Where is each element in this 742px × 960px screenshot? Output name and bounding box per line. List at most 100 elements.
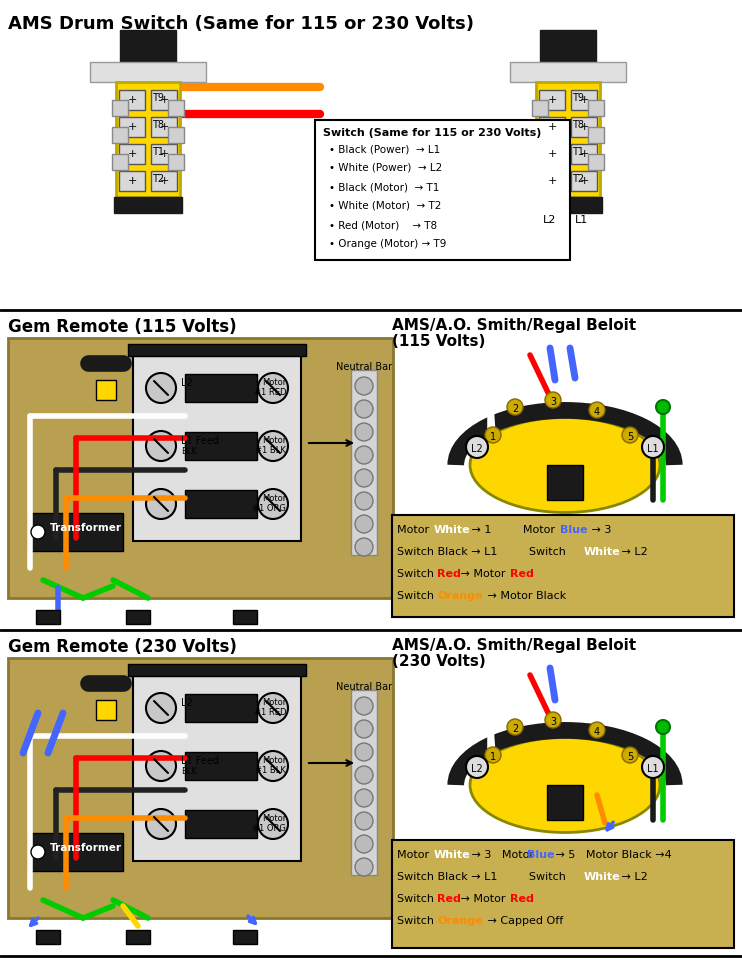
Text: • Red (Motor)    → T8: • Red (Motor) → T8 — [329, 220, 437, 230]
Text: +: + — [580, 176, 588, 186]
Bar — [588, 127, 604, 143]
Circle shape — [258, 373, 288, 403]
Circle shape — [355, 743, 373, 761]
Text: Transformer: Transformer — [50, 843, 122, 853]
Bar — [351, 690, 377, 875]
Bar — [539, 117, 565, 137]
Bar — [185, 694, 257, 722]
Text: Motor: Motor — [397, 850, 433, 860]
Bar — [392, 515, 734, 617]
Bar — [168, 100, 184, 116]
Bar — [119, 171, 145, 191]
Text: Motor: Motor — [262, 756, 286, 765]
Text: White: White — [434, 850, 470, 860]
Circle shape — [589, 402, 605, 418]
Text: +: + — [160, 95, 168, 105]
Circle shape — [355, 835, 373, 853]
Text: 3: 3 — [550, 717, 556, 727]
Bar — [119, 90, 145, 110]
Bar — [392, 840, 734, 948]
Bar — [128, 344, 306, 356]
Text: T8: T8 — [152, 120, 164, 130]
Bar — [185, 752, 257, 780]
Text: Motor: Motor — [262, 494, 286, 503]
Text: L1: L1 — [647, 764, 659, 774]
Text: White: White — [584, 547, 620, 557]
Bar — [36, 930, 60, 944]
Circle shape — [355, 789, 373, 807]
Text: White: White — [434, 525, 470, 535]
Bar — [185, 490, 257, 518]
Text: Motor: Motor — [262, 436, 286, 445]
Text: • Orange (Motor) → T9: • Orange (Motor) → T9 — [329, 239, 447, 249]
Bar — [36, 610, 60, 624]
Text: +: + — [160, 176, 168, 186]
Circle shape — [589, 722, 605, 738]
Text: L1 Feed: L1 Feed — [181, 756, 219, 766]
Text: → 3   Motor: → 3 Motor — [468, 850, 537, 860]
Bar — [532, 154, 548, 170]
Bar — [28, 833, 123, 871]
Text: Orange: Orange — [437, 916, 482, 926]
Text: +: + — [548, 95, 556, 105]
Text: L2: L2 — [543, 215, 556, 225]
Text: L2: L2 — [181, 378, 193, 388]
Text: Red: Red — [437, 894, 461, 904]
Text: +: + — [580, 95, 588, 105]
Bar — [128, 664, 306, 676]
Circle shape — [656, 400, 670, 414]
Circle shape — [466, 756, 488, 778]
Text: AMS/A.O. Smith/Regal Beloit: AMS/A.O. Smith/Regal Beloit — [392, 638, 636, 653]
Text: L1 Feed: L1 Feed — [181, 436, 219, 446]
Bar — [96, 380, 116, 400]
Circle shape — [258, 751, 288, 781]
Text: AMS Drum Switch (Same for 115 or 230 Volts): AMS Drum Switch (Same for 115 or 230 Vol… — [8, 15, 474, 33]
Bar — [126, 930, 150, 944]
Bar — [571, 90, 597, 110]
Text: T2: T2 — [152, 174, 164, 184]
Bar — [168, 127, 184, 143]
Text: #1 BLK: #1 BLK — [255, 446, 286, 455]
Circle shape — [485, 427, 501, 443]
Text: White: White — [584, 872, 620, 882]
Bar — [315, 120, 570, 260]
Circle shape — [146, 431, 176, 461]
Circle shape — [642, 756, 664, 778]
Text: Switch: Switch — [397, 894, 438, 904]
Text: +: + — [128, 176, 137, 186]
Circle shape — [355, 400, 373, 418]
Text: Motor: Motor — [397, 525, 433, 535]
Text: • Black (Power)  → L1: • Black (Power) → L1 — [329, 144, 440, 154]
Circle shape — [355, 446, 373, 464]
Circle shape — [545, 712, 561, 728]
Text: Neutral Bar: Neutral Bar — [336, 682, 392, 692]
Text: Blue: Blue — [560, 525, 588, 535]
Text: 2: 2 — [512, 404, 518, 414]
Ellipse shape — [470, 418, 660, 513]
Bar — [151, 90, 177, 110]
Text: 5: 5 — [627, 432, 633, 442]
Bar — [114, 197, 182, 213]
Text: T9: T9 — [572, 93, 584, 103]
Bar — [151, 171, 177, 191]
Text: +: + — [128, 122, 137, 132]
Text: Switch: Switch — [397, 569, 438, 579]
Bar — [120, 30, 176, 62]
Text: → 3: → 3 — [588, 525, 611, 535]
Text: Switch: Switch — [397, 591, 438, 601]
Bar — [119, 117, 145, 137]
Circle shape — [146, 693, 176, 723]
Circle shape — [31, 845, 45, 859]
Text: → 5   Motor Black →4: → 5 Motor Black →4 — [552, 850, 672, 860]
Text: +: + — [580, 122, 588, 132]
Circle shape — [258, 489, 288, 519]
Text: Motor: Motor — [262, 698, 286, 707]
Circle shape — [355, 377, 373, 395]
Circle shape — [355, 720, 373, 738]
Text: (230 Volts): (230 Volts) — [392, 654, 486, 669]
Bar — [540, 30, 596, 62]
Text: → Motor: → Motor — [457, 894, 509, 904]
Text: Motor: Motor — [262, 814, 286, 823]
Text: Blue: Blue — [527, 850, 554, 860]
Bar — [90, 62, 206, 82]
